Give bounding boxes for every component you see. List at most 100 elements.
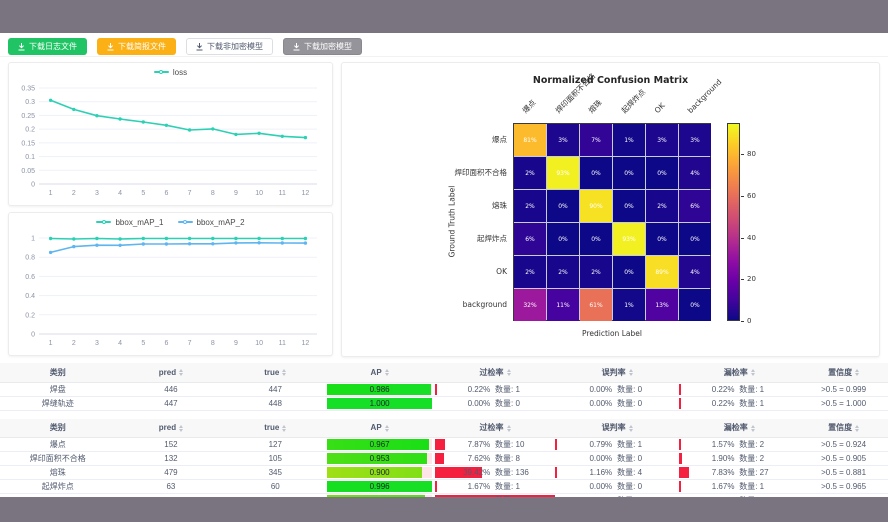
column-header-过检率[interactable]: 过检率 <box>435 418 555 438</box>
ap-bar <box>327 397 433 409</box>
column-header-误判率[interactable]: 误判率 <box>554 418 680 438</box>
ap-bar-track: 0.953 <box>327 453 433 464</box>
misjudge-rate-percent: 1.16% <box>589 468 613 477</box>
ap-bar-track: 0.900 <box>327 467 433 478</box>
button-label: 下载日志文件 <box>29 42 77 51</box>
sort-caret-icon[interactable] <box>282 369 287 377</box>
column-header-pred[interactable]: pred <box>115 418 227 438</box>
sort-caret-icon[interactable] <box>855 424 860 432</box>
ap-value: 0.967 <box>369 440 390 449</box>
sort-caret-icon[interactable] <box>282 424 287 432</box>
download-icon <box>196 42 203 50</box>
miss-rate-percent: 7.83% <box>711 468 735 477</box>
bottom-window-bar <box>0 497 888 522</box>
download-button-2[interactable]: 下载非加密模型 <box>186 38 273 55</box>
ap-value: 0.953 <box>369 454 390 463</box>
column-header-true[interactable]: true <box>226 418 325 438</box>
misjudge-rate-count: 数量: 4 <box>617 468 643 477</box>
header-label: 漏检率 <box>723 423 748 433</box>
download-button-1[interactable]: 下载简报文件 <box>97 38 176 55</box>
legend-item-bbox_mAP_2[interactable]: bbox_mAP_2 <box>177 218 245 227</box>
download-button-0[interactable]: 下载日志文件 <box>8 38 87 55</box>
miss-rate-bar <box>679 467 689 478</box>
over-rate-cell: 39.42% 数量: 136 <box>435 466 555 479</box>
column-header-pred[interactable]: pred <box>115 363 227 383</box>
legend-item-loss[interactable]: loss <box>153 68 187 77</box>
sort-caret-icon[interactable] <box>384 369 389 377</box>
column-header-漏检率[interactable]: 漏检率 <box>679 418 800 438</box>
colorbar-tick-label: 20 <box>747 275 756 283</box>
svg-text:0.2: 0.2 <box>25 312 35 319</box>
header-label: AP <box>370 423 382 433</box>
column-header-漏检率[interactable]: 漏检率 <box>679 363 800 383</box>
heatmap-cell-value: 2% <box>591 269 601 276</box>
heatmap-cell: 6% <box>514 223 546 255</box>
heatmap-cell-value: 0% <box>657 170 667 177</box>
sort-caret-icon[interactable] <box>179 369 184 377</box>
over-rate-cell: 7.87% 数量: 10 <box>435 438 555 451</box>
over-rate-bar <box>435 467 483 478</box>
column-header-过检率[interactable]: 过检率 <box>435 363 555 383</box>
header-label: 类别 <box>49 423 66 433</box>
header-label: AP <box>370 367 382 377</box>
svg-text:0.25: 0.25 <box>21 113 35 120</box>
column-header-置信度[interactable]: 置信度 <box>799 418 888 438</box>
heatmap-cell-value: 3% <box>558 137 568 144</box>
x-tick-label: OK <box>652 100 667 115</box>
colorbar-tick <box>741 196 744 197</box>
heatmap-cell-value: 0% <box>690 236 700 243</box>
sort-caret-icon[interactable] <box>855 369 860 377</box>
sort-caret-icon[interactable] <box>628 424 633 432</box>
column-header-AP[interactable]: AP <box>324 418 436 438</box>
download-button-3[interactable]: 下载加密模型 <box>283 38 362 55</box>
sort-caret-icon[interactable] <box>179 424 184 432</box>
heatmap-cell: 0% <box>547 190 579 222</box>
heatmap-cell: 0% <box>580 223 612 255</box>
column-header-AP[interactable]: AP <box>324 363 436 383</box>
confusion-matrix-title: Normalized Confusion Matrix <box>532 75 689 86</box>
ground-truth-axis-label: Ground Truth Label <box>447 185 457 258</box>
true-cell: 127 <box>226 437 325 452</box>
loss-chart-card: loss 0 0.05 0.1 0.15 0.2 0.25 0.3 0.35 1 2 3 4 5 6 7 8 9 1… <box>8 62 333 206</box>
column-header-误判率[interactable]: 误判率 <box>554 363 680 383</box>
svg-text:0.3: 0.3 <box>25 99 35 106</box>
column-header-true[interactable]: true <box>226 363 325 383</box>
sort-caret-icon[interactable] <box>750 369 755 377</box>
over-rate-count: 数量: 1 <box>495 384 520 394</box>
sort-caret-icon[interactable] <box>506 369 511 377</box>
colorbar-tick-label: 80 <box>747 150 756 158</box>
colorbar-tick-label: 40 <box>747 234 756 242</box>
category-cell: 爆点 <box>0 437 116 452</box>
svg-text:1: 1 <box>49 190 53 197</box>
confidence-cell: >0.5 = 0.965 <box>799 479 888 494</box>
chart-legend: bbox_mAP_1 bbox_mAP_2 <box>9 213 332 231</box>
sort-caret-icon[interactable] <box>384 424 389 432</box>
heatmap-cell-value: 2% <box>525 269 535 276</box>
prediction-axis-label: Prediction Label <box>582 329 642 338</box>
download-icon <box>18 42 25 50</box>
sort-caret-icon[interactable] <box>506 424 511 432</box>
legend-item-bbox_mAP_1[interactable]: bbox_mAP_1 <box>96 218 164 227</box>
over-rate-bar <box>435 481 438 492</box>
over-rate-count: 数量: 0 <box>495 398 520 408</box>
button-label: 下载简报文件 <box>118 42 166 51</box>
svg-text:8: 8 <box>211 190 215 197</box>
over-rate-cell: 7.62% 数量: 8 <box>435 452 555 465</box>
button-label: 下载加密模型 <box>304 42 352 51</box>
sort-caret-icon[interactable] <box>628 369 633 377</box>
svg-text:0.2: 0.2 <box>25 127 35 134</box>
heatmap-cell: 32% <box>514 289 546 321</box>
heatmap-cell: 0% <box>679 289 711 321</box>
svg-text:3: 3 <box>95 190 99 197</box>
miss-rate-count: 数量: 1 <box>739 482 765 491</box>
column-header-置信度[interactable]: 置信度 <box>799 363 888 383</box>
heatmap-cell-value: 0% <box>690 302 700 309</box>
heatmap-cell-value: 2% <box>558 269 568 276</box>
svg-text:11: 11 <box>279 340 286 347</box>
heatmap-cell: 3% <box>547 124 579 156</box>
heatmap-cell-value: 0% <box>657 236 667 243</box>
category-cell: 焊缝轨迹 <box>0 396 116 411</box>
miss-rate-count: 数量: 27 <box>739 468 769 477</box>
heatmap-cell-value: 4% <box>690 170 700 177</box>
sort-caret-icon[interactable] <box>750 424 755 432</box>
